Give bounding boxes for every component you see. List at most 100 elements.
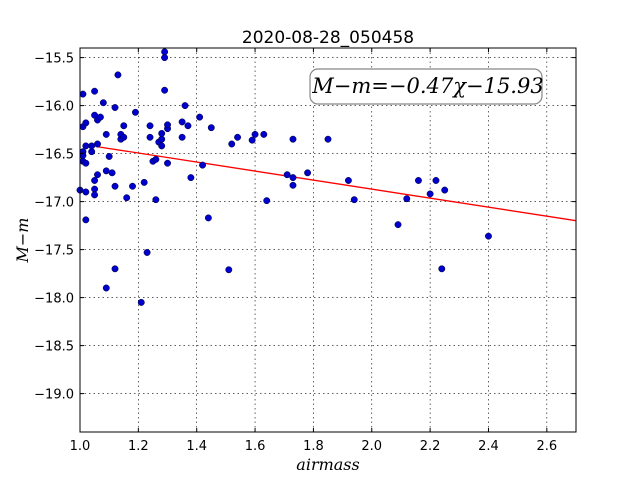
data-point bbox=[199, 161, 206, 169]
data-point bbox=[94, 140, 101, 148]
y-tick-label: −15.5 bbox=[34, 52, 74, 67]
data-point bbox=[102, 167, 110, 175]
data-point bbox=[94, 171, 101, 179]
data-point bbox=[158, 142, 166, 150]
x-tick-label: 1.0 bbox=[70, 439, 91, 454]
fit-line-layer bbox=[97, 146, 577, 222]
data-point bbox=[82, 142, 90, 150]
data-point bbox=[207, 124, 215, 132]
data-point bbox=[88, 142, 96, 150]
data-point bbox=[403, 195, 411, 203]
data-point bbox=[350, 196, 358, 204]
y-axis-label: M−m bbox=[13, 218, 32, 264]
data-point bbox=[158, 129, 166, 137]
data-point bbox=[438, 265, 446, 273]
data-point bbox=[161, 86, 169, 94]
data-point bbox=[79, 90, 87, 98]
data-point bbox=[178, 133, 186, 141]
data-point bbox=[120, 122, 128, 130]
y-tick-label: −17.0 bbox=[34, 196, 74, 211]
data-point bbox=[140, 178, 148, 186]
data-point bbox=[184, 122, 192, 130]
data-point bbox=[120, 133, 128, 141]
data-point bbox=[99, 99, 107, 107]
data-point bbox=[283, 171, 291, 179]
y-tick-labels: −15.5 −16.0 −16.5 −17.0 −17.5 −18.0 −18.5 −19.0 bbox=[34, 52, 74, 403]
data-point bbox=[123, 194, 131, 202]
data-point bbox=[344, 177, 352, 184]
data-point bbox=[91, 177, 99, 184]
data-point bbox=[178, 118, 186, 126]
data-point bbox=[91, 191, 99, 199]
data-point bbox=[143, 249, 151, 256]
data-point bbox=[225, 266, 233, 274]
data-point bbox=[164, 121, 171, 129]
data-point bbox=[108, 169, 116, 177]
annotation-box bbox=[309, 68, 543, 105]
y-tick-label: −17.5 bbox=[34, 244, 74, 259]
data-point bbox=[161, 54, 169, 62]
data-point bbox=[164, 159, 171, 167]
fit-line bbox=[97, 146, 577, 222]
data-point bbox=[228, 140, 236, 148]
data-point bbox=[263, 197, 271, 205]
data-point bbox=[102, 284, 110, 292]
data-point bbox=[82, 216, 90, 224]
data-point bbox=[82, 119, 90, 127]
chart-title: 2020-08-28_050458 bbox=[242, 28, 414, 48]
data-point bbox=[485, 232, 492, 240]
data-point bbox=[234, 133, 242, 141]
y-tick-label: −16.5 bbox=[34, 148, 74, 163]
plot-frame bbox=[79, 47, 577, 433]
data-point bbox=[248, 136, 256, 144]
data-point bbox=[260, 130, 268, 138]
data-point bbox=[289, 181, 297, 189]
data-point bbox=[91, 185, 99, 193]
data-point bbox=[187, 174, 195, 182]
data-point bbox=[251, 130, 259, 138]
x-axis-label: airmass bbox=[296, 455, 359, 474]
data-point bbox=[289, 174, 297, 182]
y-tick-label: −16.0 bbox=[34, 100, 74, 115]
data-point bbox=[204, 214, 212, 222]
data-point bbox=[152, 196, 160, 204]
x-tick-label: 1.6 bbox=[245, 439, 266, 454]
data-point bbox=[88, 148, 96, 156]
grid-lines bbox=[80, 48, 576, 432]
x-tick-labels: 1.0 1.2 1.4 1.6 1.8 2.0 2.2 2.4 2.6 bbox=[70, 439, 558, 454]
data-point bbox=[146, 133, 154, 141]
x-tick-label: 2.0 bbox=[361, 439, 382, 454]
data-point bbox=[158, 135, 166, 143]
data-point bbox=[96, 113, 104, 121]
data-point bbox=[111, 104, 119, 111]
axis-ticks bbox=[79, 48, 576, 432]
data-point bbox=[152, 155, 160, 163]
data-point bbox=[181, 102, 189, 110]
data-point bbox=[129, 182, 136, 190]
data-point bbox=[82, 188, 90, 196]
annotation-text: M−m=−0.47χ−15.93 bbox=[311, 74, 543, 98]
x-tick-label: 2.2 bbox=[420, 439, 441, 454]
data-point bbox=[82, 159, 90, 167]
data-point bbox=[196, 113, 204, 121]
x-tick-label: 2.4 bbox=[478, 439, 499, 454]
data-point bbox=[161, 48, 169, 56]
data-point bbox=[146, 122, 154, 130]
fit-annotation: M−m=−0.47χ−15.93 bbox=[309, 68, 544, 105]
data-points bbox=[76, 48, 492, 306]
data-point bbox=[324, 135, 332, 143]
data-point bbox=[102, 130, 110, 138]
data-point bbox=[131, 108, 139, 116]
x-tick-label: 1.4 bbox=[186, 439, 207, 454]
data-point bbox=[91, 87, 99, 95]
x-tick-label: 2.6 bbox=[536, 439, 557, 454]
data-point bbox=[426, 190, 434, 198]
y-tick-label: −18.5 bbox=[34, 340, 74, 355]
data-point bbox=[114, 71, 122, 79]
data-point bbox=[414, 177, 422, 184]
data-point bbox=[137, 298, 145, 306]
y-tick-label: −19.0 bbox=[34, 388, 74, 403]
data-point bbox=[441, 186, 449, 194]
data-point bbox=[111, 265, 119, 273]
